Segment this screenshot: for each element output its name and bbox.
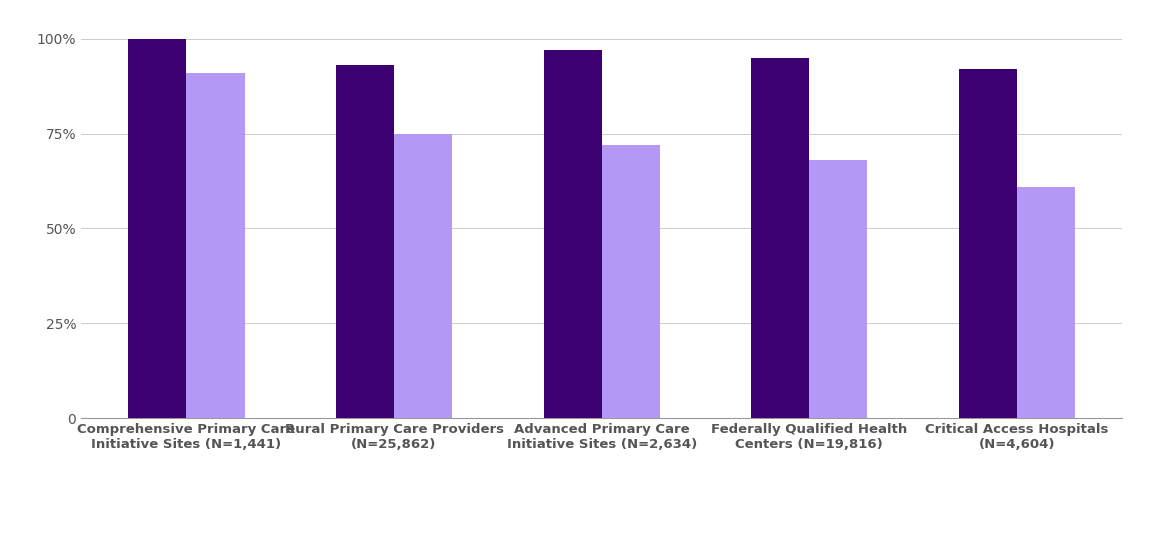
Bar	[959, 69, 1017, 418]
Bar	[1017, 187, 1075, 418]
Bar	[751, 58, 809, 418]
Bar	[395, 133, 452, 418]
Bar	[128, 39, 186, 418]
Bar	[544, 50, 602, 418]
Bar	[602, 145, 659, 418]
Bar	[336, 65, 395, 418]
Bar	[809, 160, 868, 418]
Bar	[186, 73, 244, 418]
